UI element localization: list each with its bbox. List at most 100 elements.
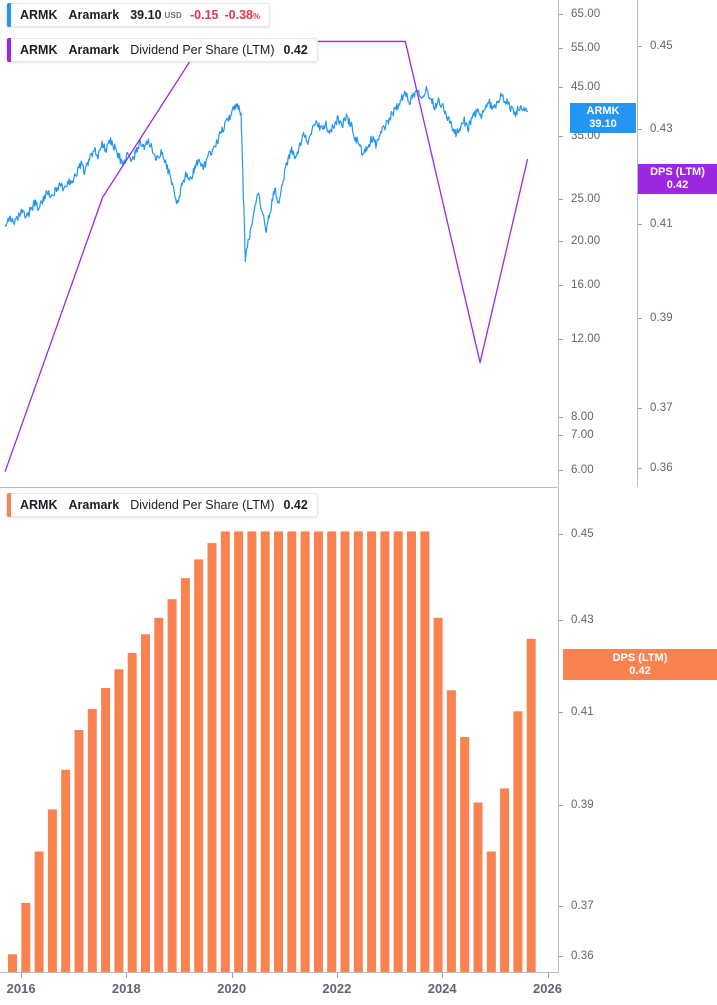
dps-bar[interactable] (234, 531, 244, 972)
x-axis-tick-mark (336, 973, 338, 978)
dps-bar[interactable] (486, 851, 496, 973)
legend-price[interactable]: ARMK Aramark 39.10 USD -0.15 -0.38% (6, 3, 271, 27)
legend-dps-overlay[interactable]: ARMK Aramark Dividend Per Share (LTM) 0.… (6, 38, 318, 62)
axis-tick-label: 6.00 (571, 464, 594, 476)
dps-bar[interactable] (327, 531, 337, 972)
axis-tick-mark (559, 620, 563, 621)
axis-tick-label: 0.37 (571, 900, 594, 912)
dps-plot-area[interactable] (0, 488, 558, 972)
legend-dps-panel-metric: Dividend Per Share (LTM) (130, 498, 275, 512)
dps-bar[interactable] (8, 954, 17, 972)
legend-dps-overlay-swatch (7, 38, 11, 62)
dps-bar[interactable] (433, 617, 443, 972)
dps-axis-rail-top[interactable] (637, 0, 638, 487)
price-panel (0, 0, 717, 487)
legend-price-change: -0.15 (190, 8, 219, 22)
dps-bar[interactable] (287, 531, 297, 972)
legend-dps-overlay-ticker: ARMK (20, 43, 58, 57)
dps-bar[interactable] (87, 708, 97, 972)
dps-axis-rail-bottom[interactable] (558, 488, 559, 973)
dps-bar[interactable] (260, 531, 270, 972)
dps-bar[interactable] (194, 559, 204, 972)
dps-bar[interactable] (473, 802, 483, 972)
axis-tick-label: 35.00 (571, 130, 601, 142)
legend-dps-overlay-metric: Dividend Per Share (LTM) (130, 43, 275, 57)
x-axis-tick-label: 2026 (533, 981, 562, 996)
dps-value-badge-bottom[interactable]: DPS (LTM) 0.42 (563, 649, 717, 680)
axis-tick-label: 0.37 (650, 402, 673, 414)
axis-tick-label: 0.43 (571, 614, 594, 626)
dps-bar[interactable] (526, 638, 536, 972)
dps-bar[interactable] (74, 730, 84, 972)
axis-tick-mark (638, 318, 642, 319)
dps-value-badge-top[interactable]: DPS (LTM) 0.42 (638, 164, 717, 194)
dps-overlay-line (4, 40, 529, 472)
dps-bar[interactable] (154, 617, 164, 972)
axis-tick-mark (559, 805, 563, 806)
price-plot-area[interactable] (0, 0, 558, 487)
dps-bar[interactable] (180, 578, 190, 972)
dps-bar[interactable] (114, 669, 124, 972)
dps-bar[interactable] (300, 531, 310, 972)
x-axis-tick-label: 2016 (6, 981, 36, 996)
dps-bar[interactable] (500, 788, 510, 972)
dps-bars-svg (8, 531, 536, 973)
dps-value-badge-bottom-value: 0.42 (629, 664, 651, 677)
axis-tick-mark (559, 435, 563, 436)
dps-bar[interactable] (141, 634, 150, 972)
dps-bar[interactable] (353, 531, 363, 972)
dps-bar[interactable] (367, 531, 377, 972)
dps-bar[interactable] (61, 769, 71, 972)
axis-tick-mark (559, 285, 563, 286)
axis-tick-label: 0.43 (650, 123, 673, 135)
dps-bar[interactable] (380, 531, 390, 972)
axis-tick-label: 0.36 (650, 462, 673, 474)
price-value-badge[interactable]: ARMK 39.10 (570, 103, 636, 133)
legend-dps-panel-value: 0.42 (283, 498, 308, 512)
axis-tick-mark (638, 468, 642, 469)
dps-bar[interactable] (513, 711, 523, 972)
axis-tick-mark (559, 48, 563, 49)
axis-tick-label: 25.00 (571, 193, 601, 205)
axis-tick-label: 0.45 (571, 528, 594, 540)
x-axis-tick-mark (126, 973, 128, 978)
dps-bar[interactable] (393, 531, 403, 972)
axis-tick-label: 0.39 (571, 799, 594, 811)
legend-price-change-pct: -0.38% (224, 8, 261, 22)
dps-bar[interactable] (127, 652, 137, 972)
dps-bar[interactable] (313, 531, 323, 972)
legend-dps-panel[interactable]: ARMK Aramark Dividend Per Share (LTM) 0.… (6, 493, 318, 517)
axis-tick-label: 0.41 (571, 706, 594, 718)
axis-tick-mark (638, 129, 642, 130)
legend-dps-panel-ticker: ARMK (20, 498, 58, 512)
axis-tick-mark (638, 46, 642, 47)
axis-tick-mark (559, 14, 563, 15)
dps-bar[interactable] (21, 902, 31, 972)
axis-tick-label: 45.00 (571, 81, 601, 93)
price-axis-rail[interactable] (558, 0, 559, 487)
axis-tick-mark (559, 906, 563, 907)
x-axis-tick-label: 2020 (217, 981, 247, 996)
dps-bar[interactable] (220, 531, 230, 972)
dps-bar[interactable] (207, 543, 217, 972)
axis-tick-label: 7.00 (571, 429, 594, 441)
dps-bar[interactable] (101, 687, 111, 972)
dps-bar[interactable] (420, 531, 430, 972)
dps-bar[interactable] (274, 531, 283, 972)
axis-tick-mark (559, 956, 563, 957)
dps-bar[interactable] (340, 531, 350, 972)
axis-tick-mark (559, 712, 563, 713)
price-value-badge-value: 39.10 (589, 118, 617, 130)
dps-bar[interactable] (460, 737, 470, 972)
dps-bar[interactable] (167, 599, 177, 972)
dps-bar[interactable] (407, 531, 416, 972)
axis-tick-mark (559, 241, 563, 242)
axis-tick-label: 12.00 (571, 333, 601, 345)
dps-bar[interactable] (47, 809, 57, 972)
dps-bar[interactable] (446, 690, 456, 972)
x-axis-tick-label: 2024 (427, 981, 457, 996)
dps-bar[interactable] (247, 531, 257, 972)
dps-bar[interactable] (34, 851, 44, 973)
dps-value-badge-top-label: DPS (LTM) (650, 166, 705, 178)
